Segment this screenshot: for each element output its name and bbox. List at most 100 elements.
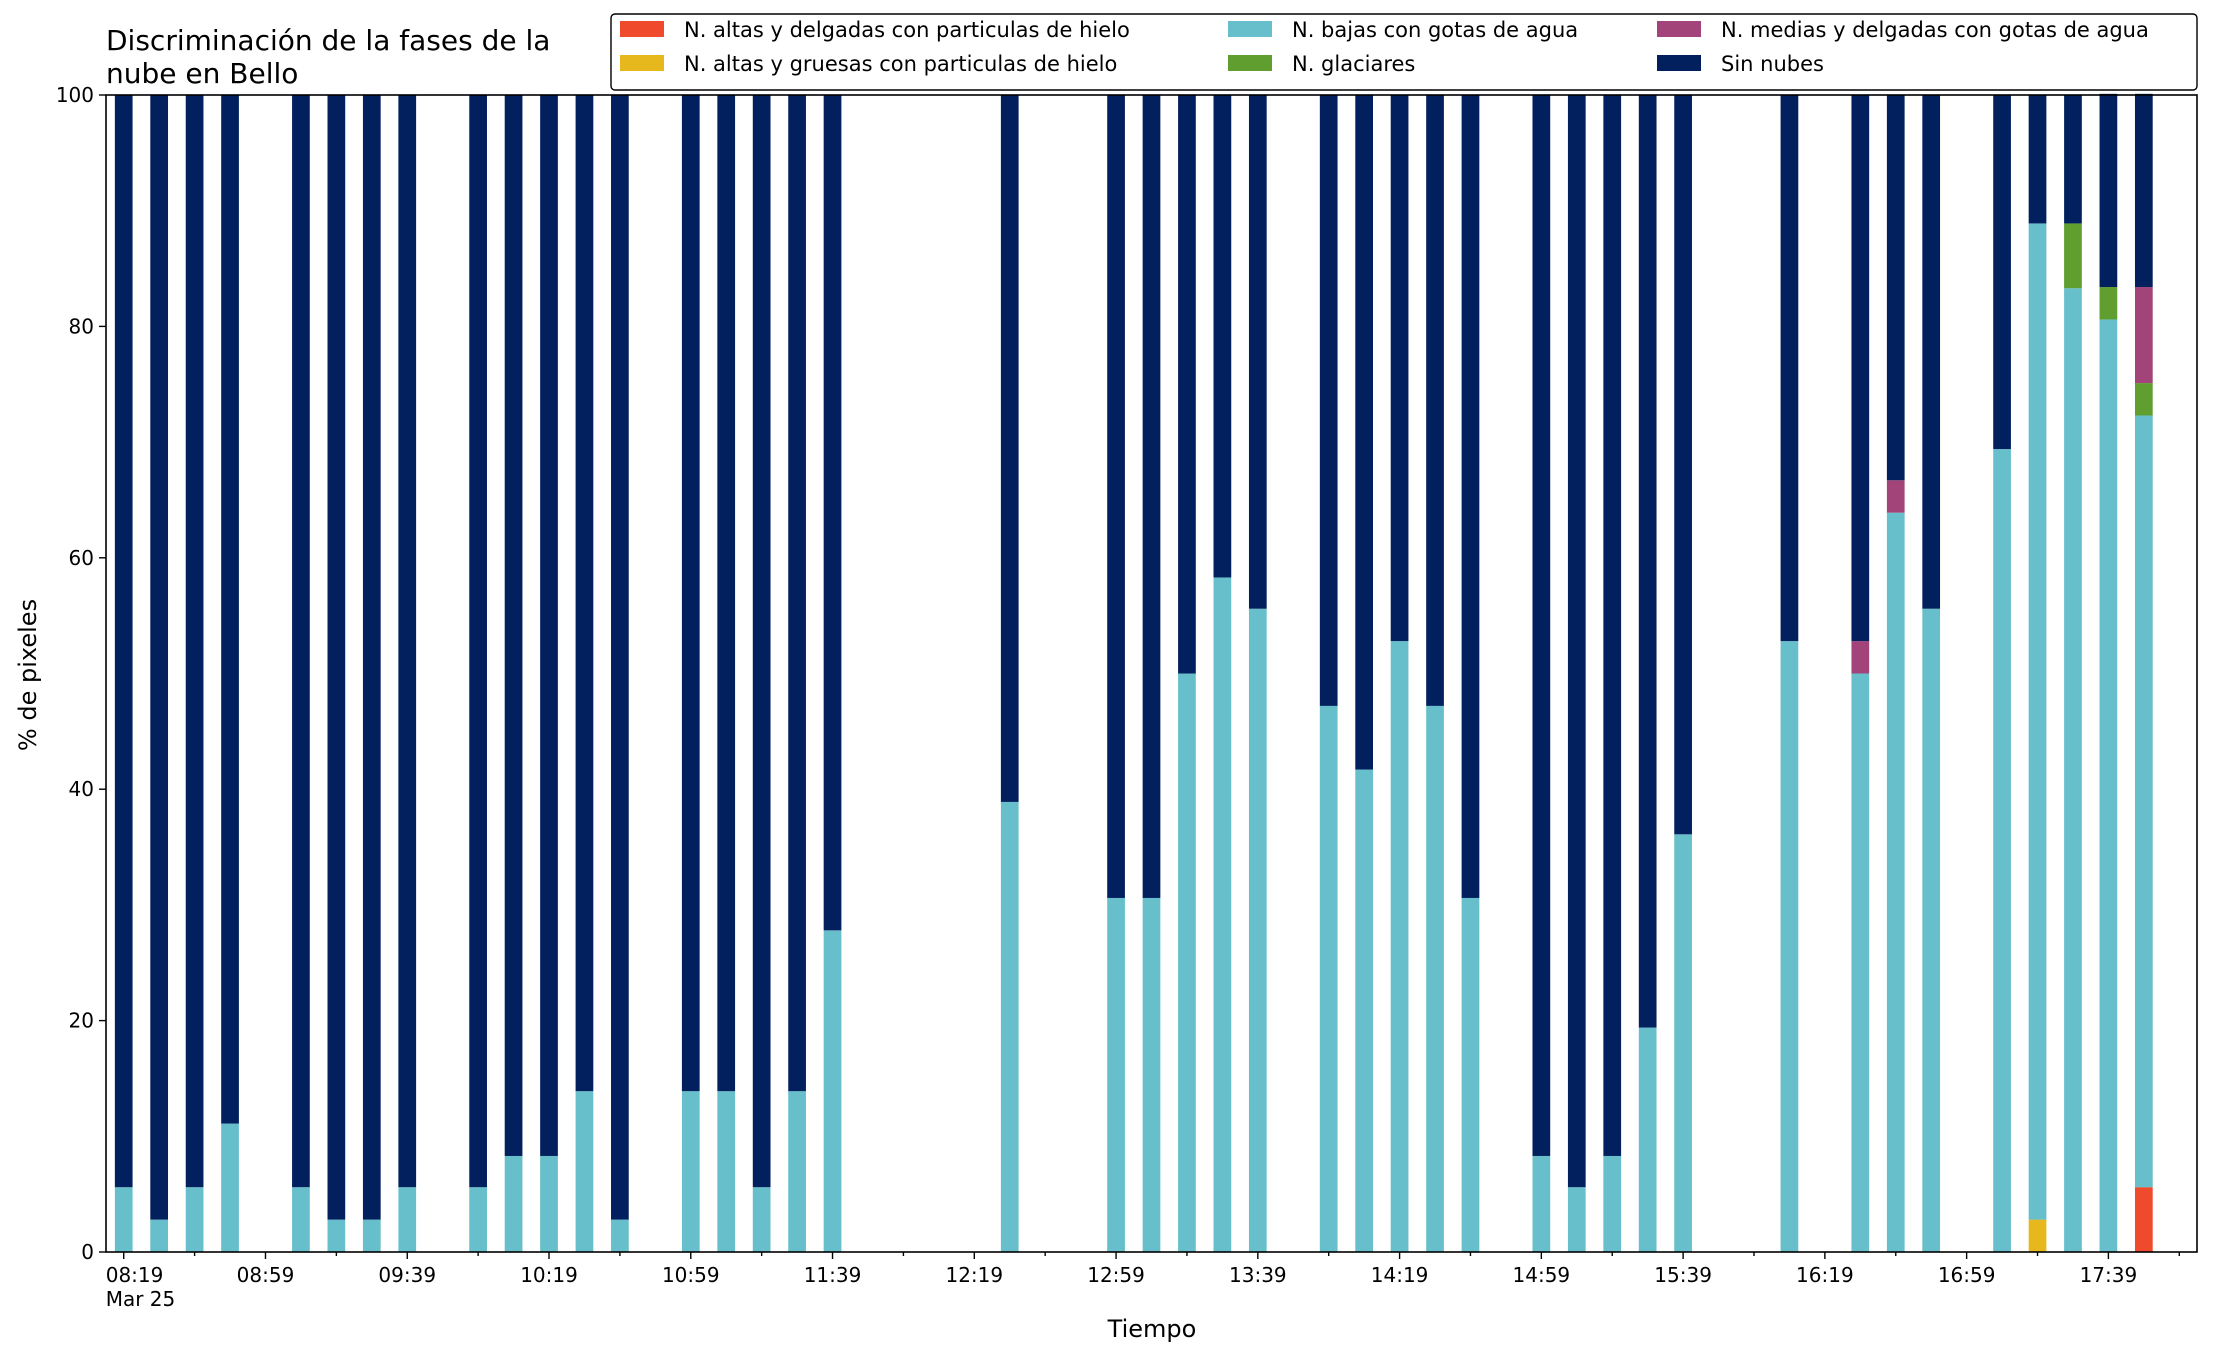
bar-segment (1178, 673, 1196, 1252)
x-tick-label: 16:19 (1796, 1263, 1854, 1287)
bar-segment (1532, 95, 1551, 1156)
bar-segment (1674, 834, 1692, 1252)
bar-segment (469, 1187, 487, 1252)
x-tick-label: 10:19 (520, 1263, 578, 1287)
bar-segment (1603, 95, 1622, 1156)
bar-segment (1780, 95, 1799, 642)
bar-segment (504, 1155, 523, 1252)
bar-segment (1638, 1027, 1657, 1252)
bar-segment (1461, 897, 1480, 1252)
bar-segment (1780, 641, 1799, 1252)
bar-segment (1638, 95, 1657, 1028)
bar-segment (1461, 95, 1480, 898)
bar-segment (1993, 95, 2011, 450)
bar-segment (823, 930, 842, 1252)
legend-label: Sin nubes (1721, 52, 1824, 76)
axes-layer: 0 20 40 60 80 100 08:19 Mar 25 08:59 09:39 10:19 10… (56, 83, 2198, 1311)
y-tick-label: 0 (81, 1240, 94, 1264)
bar-segment (114, 1187, 133, 1252)
bar-segment (540, 1155, 558, 1252)
bar-segment (823, 95, 842, 931)
bar-segment (1851, 641, 1870, 674)
bar-segment (292, 1187, 310, 1252)
y-tick-label: 40 (69, 777, 94, 801)
bar-segment (1603, 1155, 1622, 1252)
bar-segment (1000, 95, 1019, 802)
bar-segment (2099, 93, 2118, 288)
bar-segment (362, 95, 381, 1220)
bar-segment (1248, 95, 1267, 609)
y-tick-label: 80 (69, 314, 94, 338)
bar-segment (1567, 1187, 1586, 1252)
bar-segment (221, 95, 239, 1124)
bar-segment (575, 95, 594, 1092)
legend-swatch (1228, 21, 1272, 37)
bar-segment (2064, 95, 2082, 224)
legend-swatch (620, 21, 664, 37)
bar-segment (1886, 480, 1905, 513)
legend-label: N. altas y delgadas con particulas de hi… (684, 18, 1130, 42)
bar-segment (1922, 95, 1941, 609)
legend-box (610, 13, 2198, 91)
bar-segment (398, 95, 417, 1188)
bar-segment (681, 95, 700, 1092)
bar-segment (575, 1091, 594, 1252)
x-axis-label: Tiempo (1107, 1315, 1197, 1343)
bar-segment (221, 1123, 239, 1252)
bar-segment (788, 1091, 806, 1252)
bar-segment (292, 95, 310, 1188)
bar-segment (1426, 95, 1444, 706)
bar-segment (1355, 769, 1373, 1252)
bar-segment (2028, 1219, 2047, 1252)
bar-segment (362, 1219, 381, 1252)
y-tick-label: 60 (69, 546, 94, 570)
bar-segment (327, 1219, 346, 1252)
bar-segment (398, 1187, 417, 1252)
legend-swatch (1657, 55, 1701, 71)
x-tick-label: 10:59 (662, 1263, 720, 1287)
bar-segment (1567, 95, 1586, 1188)
legend-swatch (620, 55, 664, 71)
x-tick-label: 08:59 (237, 1263, 295, 1287)
bar-segment (327, 95, 346, 1220)
bar-segment (1000, 801, 1019, 1252)
y-axis-label: % de pixeles (14, 599, 42, 751)
bar-segment (1390, 95, 1409, 642)
x-tick-label: 11:39 (804, 1263, 862, 1287)
bar-segment (185, 95, 204, 1188)
bar-segment (1142, 897, 1161, 1252)
y-tick-label: 20 (69, 1009, 94, 1033)
bar-segment (1142, 95, 1161, 898)
bars-layer (114, 93, 2153, 1253)
bar-segment (1213, 577, 1232, 1252)
x-tick-label: 17:39 (2080, 1263, 2138, 1287)
legend-swatch (1228, 55, 1272, 71)
x-tick-label: 08:19 Mar 25 (106, 1263, 176, 1311)
bar-segment (2099, 319, 2118, 1253)
bar-segment (469, 95, 487, 1188)
x-tick-label: 14:19 (1371, 1263, 1429, 1287)
bar-segment (1248, 608, 1267, 1252)
bar-segment (681, 1091, 700, 1252)
bar-segment (2028, 223, 2047, 1220)
legend-label: N. altas y gruesas con particulas de hie… (684, 52, 1117, 76)
chart-title: Discriminación de la fases de la nube en … (106, 24, 550, 90)
bar-segment (1851, 673, 1870, 1252)
legend-label: N. bajas con gotas de agua (1292, 18, 1578, 42)
legend: N. altas y delgadas con particulas de hi… (610, 13, 2198, 91)
bar-segment (1390, 641, 1409, 1252)
bar-segment (2134, 415, 2153, 1188)
bar-segment (752, 1187, 771, 1252)
bar-segment (2134, 287, 2153, 384)
bar-segment (1851, 95, 1870, 642)
bar-segment (752, 95, 771, 1188)
bar-segment (2134, 1187, 2153, 1252)
x-tick-label: 13:39 (1229, 1263, 1287, 1287)
x-tick-label: 16:59 (1938, 1263, 1996, 1287)
legend-label: N. glaciares (1292, 52, 1415, 76)
bar-segment (2064, 288, 2082, 1253)
bar-segment (150, 1219, 169, 1252)
x-tick-label: 12:59 (1087, 1263, 1145, 1287)
legend-swatch (1657, 21, 1701, 37)
